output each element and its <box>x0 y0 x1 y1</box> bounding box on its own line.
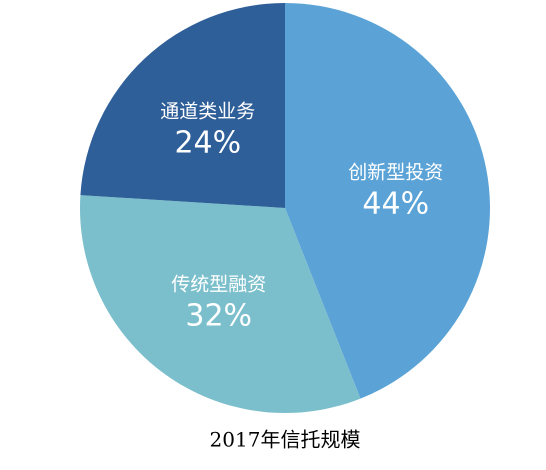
pie-slice <box>285 2 491 399</box>
pie-slice <box>80 3 286 208</box>
slice-value-label: 24% <box>174 125 241 160</box>
slice-name: 创新型投资 <box>348 161 443 183</box>
slice-name: 传统型融资 <box>171 274 266 296</box>
slice-name: 通道类业务 <box>160 100 255 122</box>
slice-value-label: 44% <box>362 186 429 221</box>
chart-title: 2017年信托规模 <box>210 428 361 452</box>
slice-value-label: 32% <box>185 299 252 334</box>
pie-slice <box>80 195 361 414</box>
